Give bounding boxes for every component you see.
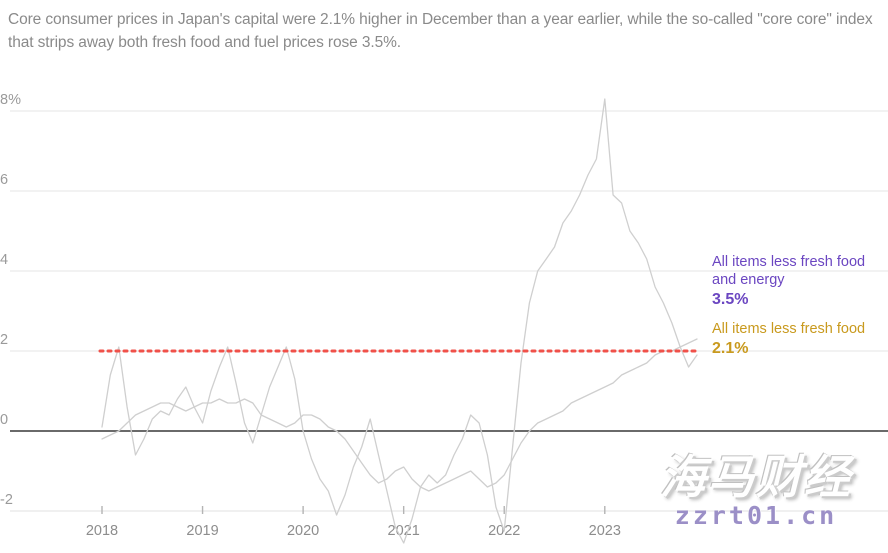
y-axis-label: -2 [0,492,13,508]
y-axis-label: 8% [0,92,21,108]
y-axis-label: 4 [0,252,8,268]
series-line-goods [101,98,698,544]
y-axis-label: 2 [0,332,8,348]
x-axis-label: 2018 [86,523,118,539]
series-line-services [101,338,698,492]
x-axis-label: 2019 [186,523,218,539]
x-axis-label: 2023 [589,523,621,539]
x-axis-label: 2021 [388,523,420,539]
y-axis-label: 6 [0,172,8,188]
chart-container: 8% 6 4 2 0 -2 2018 2019 2020 2021 2022 2023 [0,88,888,553]
y-axis-label: 0 [0,412,8,428]
x-axis-label: 2020 [287,523,319,539]
page-headline: Core consumer prices in Japan's capital … [8,11,873,51]
